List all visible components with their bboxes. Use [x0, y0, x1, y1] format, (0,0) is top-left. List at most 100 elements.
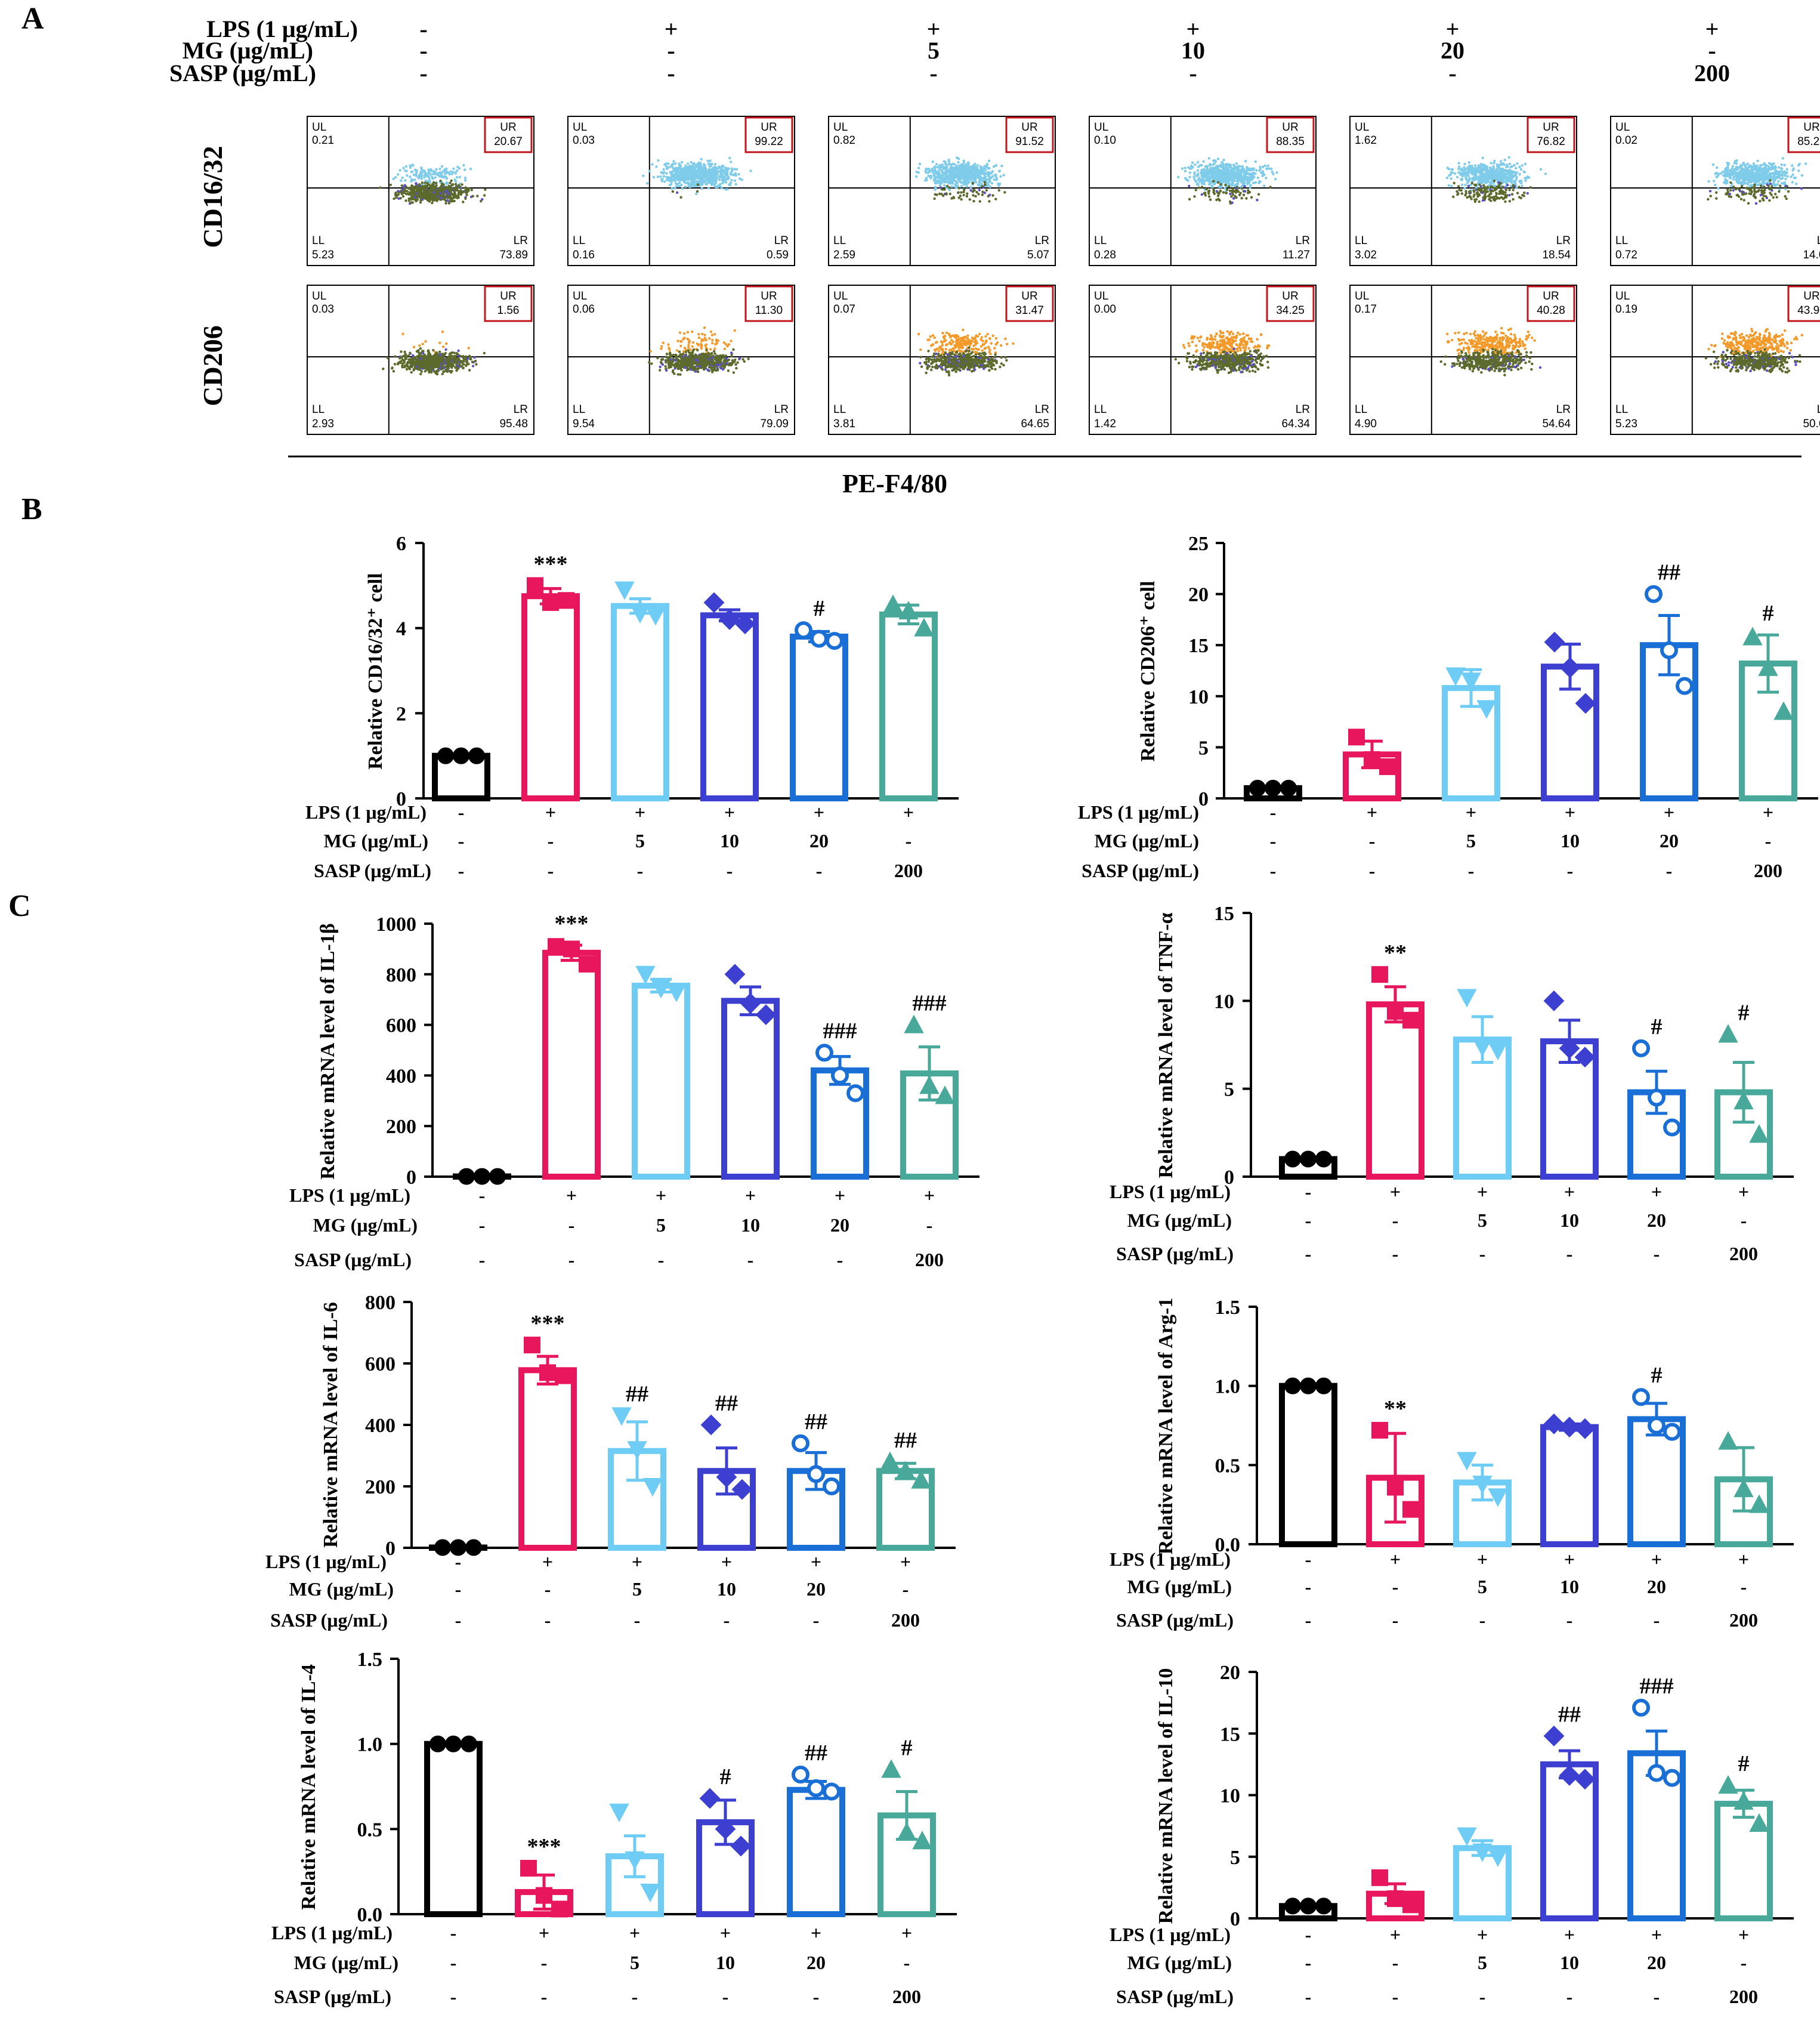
flow-event-dot [1744, 175, 1747, 178]
flow-event-dot [648, 169, 651, 173]
flow-event-dot [405, 368, 409, 371]
flow-event-dot [672, 167, 676, 170]
flow-event-dot [665, 162, 668, 165]
flow-event-dot [409, 351, 412, 354]
flow-event-dot [652, 175, 656, 179]
flow-event-dot [962, 161, 966, 165]
flow-event-dot [665, 165, 668, 168]
flow-event-dot [459, 192, 463, 195]
flow-event-dot [726, 167, 729, 170]
flow-event-dot [679, 196, 682, 199]
flow-quadrant-label: LL [833, 234, 846, 247]
flow-event-dot [696, 165, 699, 168]
flow-event-dot [1250, 196, 1253, 199]
flow-event-dot [1488, 169, 1491, 172]
flow-event-dot [474, 359, 477, 363]
flow-event-dot [415, 174, 418, 177]
flow-event-dot [693, 175, 696, 178]
flow-event-dot [1728, 193, 1732, 196]
flow-event-dot [1497, 174, 1500, 177]
flow-event-dot [1510, 193, 1514, 196]
flow-event-dot [1446, 166, 1449, 169]
flow-event-dot [1773, 165, 1776, 168]
flow-event-dot [971, 181, 975, 185]
flow-event-dot [444, 202, 447, 205]
flow-event-dot [419, 199, 422, 202]
flow-event-dot [429, 193, 432, 196]
flow-event-dot [1256, 199, 1259, 202]
flow-event-dot [1483, 186, 1486, 189]
flow-event-dot [713, 183, 717, 186]
panel-a-condition-value: + [927, 16, 941, 42]
flow-event-dot [1745, 186, 1748, 190]
flow-event-dot [1495, 197, 1498, 200]
flow-event-dot [434, 372, 437, 375]
flow-event-dot [1476, 193, 1479, 196]
flow-event-dot [1482, 196, 1485, 199]
flow-event-dot [934, 175, 937, 178]
flow-event-dot [1198, 177, 1201, 180]
flow-event-dot [453, 361, 456, 365]
flow-event-dot [458, 190, 461, 193]
flow-event-dot [1785, 168, 1788, 171]
flow-event-dot [1456, 175, 1459, 178]
flow-event-dot [450, 366, 453, 369]
flow-event-dot [925, 167, 928, 171]
flow-event-dot [673, 187, 676, 190]
flow-event-dot [1747, 175, 1750, 178]
flow-event-dot [1524, 179, 1527, 182]
flow-event-dot [1181, 167, 1184, 170]
flow-event-dot [1456, 193, 1459, 196]
flow-event-dot [719, 172, 723, 175]
flow-event-dot [1493, 187, 1496, 190]
flow-event-dot [1501, 175, 1504, 179]
flow-event-dot [416, 198, 419, 201]
flow-event-dot [424, 366, 427, 370]
flow-event-dot [954, 180, 957, 183]
flow-event-dot [1770, 193, 1773, 196]
flow-event-dot [1254, 181, 1257, 184]
flow-event-dot [428, 365, 431, 368]
flow-event-dot [445, 177, 449, 180]
flow-event-dot [961, 174, 965, 177]
flow-event-dot [420, 370, 424, 373]
flow-event-dot [1188, 198, 1191, 201]
flow-event-dot [1200, 193, 1204, 196]
flow-event-dot [424, 370, 427, 373]
flow-event-dot [404, 169, 407, 172]
flow-event-dot [1715, 197, 1718, 200]
flow-event-dot [418, 183, 421, 186]
flow-event-dot [419, 201, 422, 204]
flow-event-dot [666, 167, 669, 170]
flow-event-dot [1520, 181, 1523, 185]
flow-event-dot [1769, 167, 1772, 170]
flow-event-dot [1481, 156, 1484, 159]
flow-event-dot [411, 201, 414, 204]
flow-event-dot [722, 177, 725, 180]
flow-event-dot [693, 167, 696, 171]
flow-event-dot [974, 176, 977, 179]
flow-event-dot [700, 158, 703, 161]
flow-event-dot [1232, 171, 1235, 174]
flow-event-dot [693, 180, 696, 183]
flow-event-dot [1236, 189, 1239, 193]
flow-event-dot [392, 370, 395, 373]
flow-quadrant-label: LL [1094, 234, 1107, 247]
flow-event-dot [1258, 180, 1261, 183]
flow-quadrant-value-lr: 11.27 [1283, 249, 1310, 261]
flow-event-dot [1768, 162, 1771, 165]
flow-event-dot [418, 344, 421, 347]
flow-event-dot [729, 171, 733, 175]
flow-event-dot [402, 359, 405, 362]
flow-event-dot [710, 162, 713, 165]
flow-event-dot [1466, 196, 1469, 199]
flow-event-dot [1463, 187, 1466, 190]
flow-event-dot [960, 198, 963, 201]
flow-event-dot [703, 169, 707, 172]
flow-event-dot [440, 171, 443, 174]
flow-event-dot [983, 178, 987, 181]
flow-event-dot [412, 186, 415, 189]
flow-event-dot [1728, 195, 1731, 198]
flow-event-dot [728, 156, 731, 160]
